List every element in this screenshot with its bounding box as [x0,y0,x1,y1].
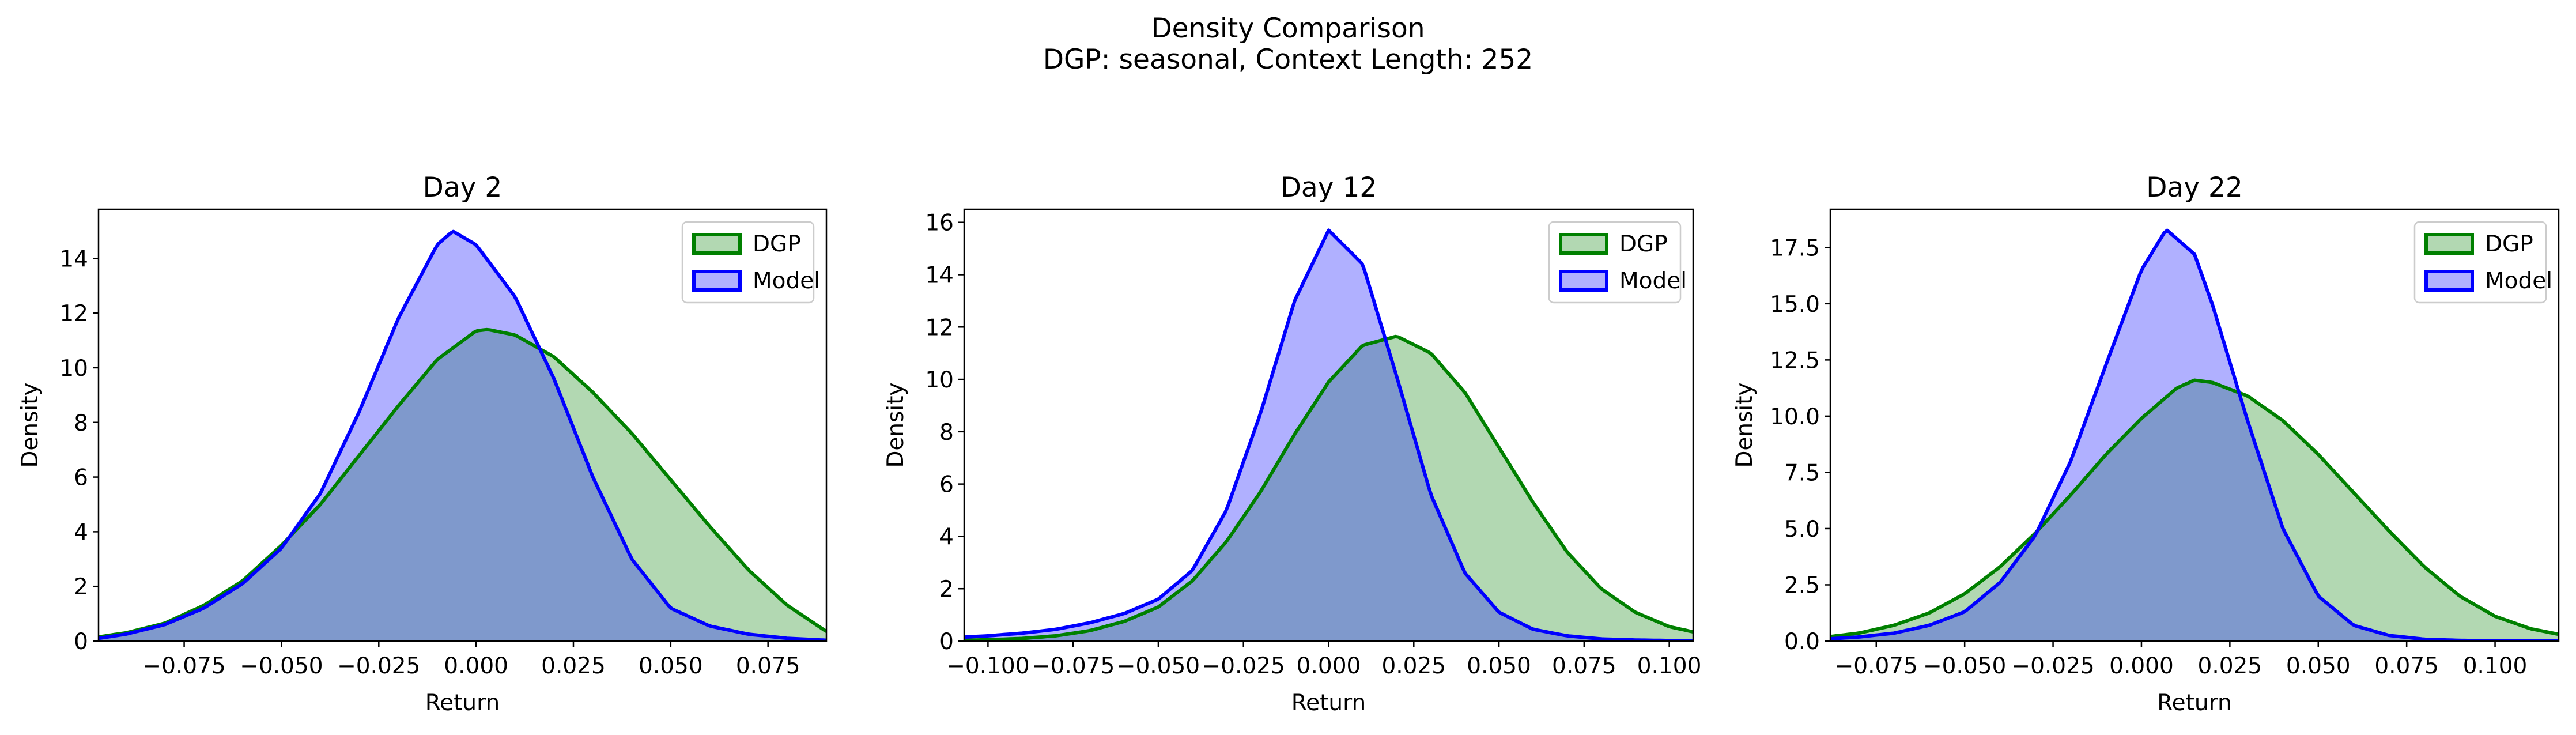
x-tick-label: −0.100 [946,653,1029,679]
x-axis-label: Return [425,690,500,716]
y-tick-label: 8 [74,410,88,436]
x-tick-label: 0.025 [2198,653,2263,679]
overlap-area [1830,380,2559,641]
model-legend-label: Model [753,268,820,294]
figure-title: Density Comparison [1151,13,1425,44]
model-density-line [964,228,1693,641]
x-tick-label: 0.000 [444,653,508,679]
y-axis-label: Density [17,382,43,468]
x-tick-label: 0.075 [2374,653,2439,679]
y-tick-label: 0.0 [1784,629,1820,655]
model-density-line [1830,228,2559,641]
model-density-line [99,229,826,641]
panel-title: Day 2 [423,172,503,203]
legend: DGP Model [2413,221,2552,304]
x-tick-label: −0.025 [337,653,420,679]
plot-area [1830,228,2559,641]
plot-area [99,229,826,641]
dgp-legend-label: DGP [753,231,801,257]
y-tick-label: 8 [939,420,954,446]
y-tick-label: 0 [939,629,954,655]
x-tick-label: 0.025 [541,653,606,679]
y-tick-label: 2.5 [1784,572,1820,598]
y-tick-label: 6 [939,472,954,498]
y-tick-label: 15.0 [1770,292,1820,318]
x-tick-label: 0.100 [2463,653,2528,679]
x-tick-label: −0.050 [1117,653,1200,679]
dgp-legend-swatch [692,233,742,255]
density-panel-3: −0.075 −0.050 −0.025 0.000 0.025 0.050 0.075 0.… [1732,172,2560,716]
y-tick-label: 4 [939,524,954,550]
x-tick-label: 0.050 [1467,653,1531,679]
dgp-density-line [1830,378,2559,639]
axes-frame [1829,208,2560,642]
y-tick-label: 12 [59,301,88,327]
x-tick-label: 0.075 [1552,653,1616,679]
x-tick-label: 0.100 [1637,653,1702,679]
y-tick-label: 2 [74,574,88,600]
dgp-legend-label: DGP [1619,231,1668,257]
x-tick-label: −0.075 [142,653,225,679]
dgp-density-line [99,327,826,639]
x-tick-label: −0.050 [240,653,323,679]
dgp-legend-swatch [2424,233,2474,255]
model-legend-swatch [1559,270,1608,292]
legend: DGP Model [681,221,820,304]
density-panel-2: −0.100 −0.075 −0.050 −0.025 0.000 0.025 0.050 0… [883,172,1701,716]
y-tick-label: 12 [925,315,954,341]
overlap-area [964,340,1693,641]
plot-area [964,228,1693,641]
panel-title: Day 22 [2146,172,2243,203]
x-tick-label: 0.075 [736,653,800,679]
model-legend-swatch [692,270,742,292]
y-tick-label: 2 [939,576,954,602]
y-tick-label: 14 [925,262,954,288]
model-legend-label: Model [1619,268,1687,294]
x-tick-label: 0.000 [2109,653,2174,679]
x-tick-label: 0.000 [1297,653,1361,679]
y-tick-label: 5.0 [1784,517,1820,542]
x-tick-label: 0.050 [639,653,703,679]
y-tick-label: 16 [925,210,954,236]
model-legend-label: Model [2485,268,2552,294]
dgp-legend-swatch [1559,233,1608,255]
y-axis-label: Density [883,382,909,468]
x-tick-label: −0.025 [2011,653,2094,679]
y-tick-label: 0 [74,629,88,655]
dgp-legend-label: DGP [2485,231,2533,257]
y-tick-label: 6 [74,465,88,491]
x-axis-label: Return [2157,690,2231,716]
y-tick-label: 10 [925,367,954,393]
dgp-density-line [964,334,1693,641]
panel-title: Day 12 [1281,172,1377,203]
density-panel-1: −0.075 −0.050 −0.025 0.000 0.025 0.050 0.075 0 2… [17,172,828,716]
y-tick-label: 10.0 [1770,404,1820,430]
figure-subtitle: DGP: seasonal, Context Length: 252 [1043,44,1533,76]
y-tick-label: 4 [74,519,88,545]
y-axis-label: Density [1732,382,1758,468]
x-tick-label: −0.075 [1032,653,1115,679]
x-tick-label: −0.025 [1202,653,1285,679]
x-tick-label: −0.050 [1923,653,2006,679]
y-tick-label: 12.5 [1770,348,1820,374]
legend: DGP Model [1548,221,1687,304]
x-tick-label: 0.050 [2286,653,2351,679]
x-axis-label: Return [1291,690,1366,716]
y-tick-label: 10 [59,356,88,382]
overlap-area [99,329,826,641]
x-tick-label: −0.075 [1835,653,1918,679]
model-legend-swatch [2424,270,2474,292]
y-tick-label: 17.5 [1770,235,1820,261]
y-tick-label: 14 [59,246,88,272]
y-tick-label: 7.5 [1784,460,1820,486]
axes-frame [97,208,828,642]
x-tick-label: 0.025 [1381,653,1446,679]
